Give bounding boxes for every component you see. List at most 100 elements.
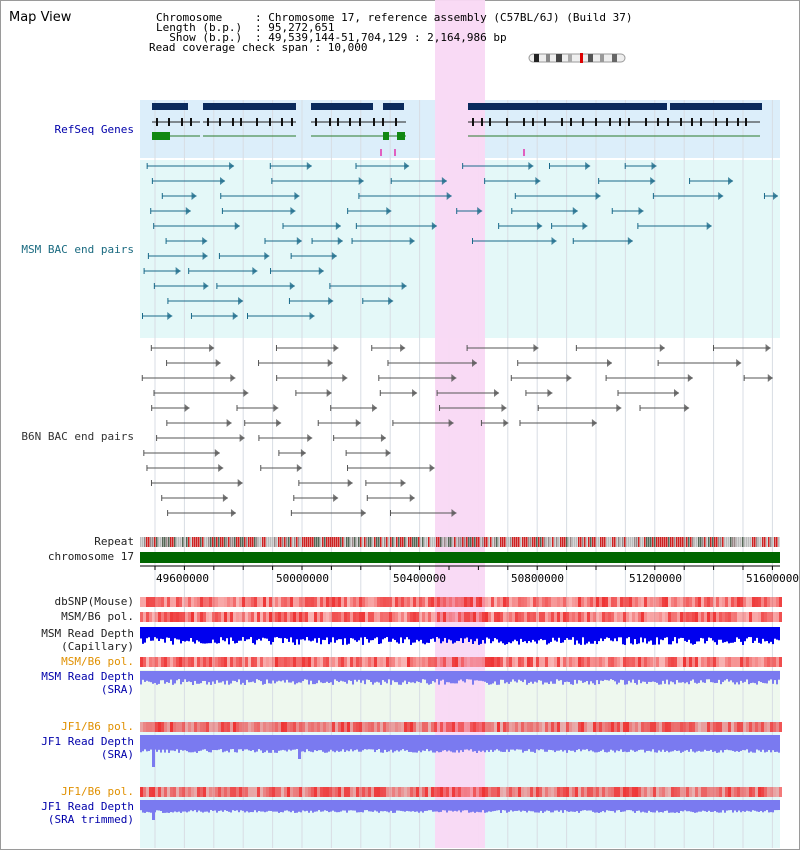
dbsnp-cell bbox=[572, 597, 575, 607]
jf1-depth-sra-bar bbox=[558, 735, 560, 751]
msm-depth-sra-bar bbox=[236, 671, 238, 683]
msm-b6-pol-2-cell bbox=[191, 657, 194, 667]
jf1-depth-sra-bar bbox=[460, 735, 462, 751]
repeat-segment bbox=[282, 537, 284, 547]
jf1-depth-trim-bar bbox=[500, 800, 502, 813]
msm-depth-cap-bar bbox=[482, 627, 484, 641]
msm-depth-cap-bar bbox=[448, 627, 450, 640]
msm-depth-cap-bar bbox=[624, 627, 626, 645]
jf1-depth-sra-bar bbox=[658, 735, 660, 751]
b6n-bac-pair-arrow bbox=[400, 344, 406, 352]
msm-b6-pol-cell bbox=[704, 612, 707, 622]
msm-depth-cap-bar bbox=[260, 627, 262, 641]
repeat-segment bbox=[524, 537, 526, 547]
msm-depth-cap-bar bbox=[646, 627, 648, 644]
repeat-segment bbox=[278, 537, 280, 547]
chromosome-ideogram[interactable] bbox=[528, 52, 628, 64]
jf1-depth-sra-bar bbox=[418, 735, 420, 751]
jf1-b6-pol-cell bbox=[704, 722, 707, 732]
dbsnp-cell bbox=[620, 597, 623, 607]
msm-b6-pol-cell bbox=[275, 612, 278, 622]
msm-depth-sra-bar bbox=[540, 671, 542, 681]
repeat-segment bbox=[412, 537, 414, 547]
msm-depth-cap-bar bbox=[688, 627, 690, 640]
msm-depth-cap-bar bbox=[196, 627, 198, 641]
repeat-segment bbox=[366, 537, 368, 547]
jf1-depth-trim-bar bbox=[246, 800, 248, 812]
jf1-b6-pol-cell bbox=[422, 722, 425, 732]
track-label-b6n-bac[interactable]: B6N BAC end pairs bbox=[21, 430, 134, 443]
dbsnp-cell bbox=[335, 597, 338, 607]
msm-b6-pol-2-cell bbox=[176, 657, 179, 667]
msm-b6-pol-2-cell bbox=[365, 657, 368, 667]
msm-b6-pol-cell bbox=[389, 612, 392, 622]
jf1-depth-sra-bar bbox=[186, 735, 188, 752]
jf1-b6-pol-2-cell bbox=[554, 787, 557, 797]
repeat-segment bbox=[650, 537, 652, 547]
msm-b6-pol-cell bbox=[674, 612, 677, 622]
msm-depth-sra-bar bbox=[736, 671, 738, 683]
msm-b6-pol-cell bbox=[512, 612, 515, 622]
dbsnp-cell bbox=[245, 597, 248, 607]
jf1-depth-trim-bar bbox=[288, 800, 290, 812]
track-label-msm-bac[interactable]: MSM BAC end pairs bbox=[21, 243, 134, 256]
jf1-depth-sra-bar bbox=[532, 735, 534, 752]
msm-bac-pair-arrow bbox=[728, 177, 734, 185]
repeat-segment bbox=[276, 537, 278, 547]
chromosome-value: : Chromosome 17, reference assembly (C57… bbox=[255, 11, 633, 24]
dbsnp-cell bbox=[608, 597, 611, 607]
msm-b6-pol-2-cell bbox=[323, 657, 326, 667]
msm-b6-pol-cell bbox=[620, 612, 623, 622]
refseq-gene-block bbox=[670, 103, 762, 110]
msm-depth-cap-bar bbox=[562, 627, 564, 643]
msm-depth-cap-bar bbox=[630, 627, 632, 644]
jf1-depth-sra-bar bbox=[492, 735, 494, 752]
msm-depth-sra-bar bbox=[216, 671, 218, 681]
msm-depth-cap-bar bbox=[594, 627, 596, 641]
repeat-segment bbox=[190, 537, 192, 547]
track-label-jf1-b6-pol: JF1/B6 pol. bbox=[61, 720, 134, 733]
jf1-depth-sra-bar bbox=[354, 735, 356, 751]
msm-depth-sra-bar bbox=[612, 671, 614, 681]
repeat-segment bbox=[586, 537, 588, 547]
jf1-b6-pol-2-cell bbox=[374, 787, 377, 797]
refseq-exon bbox=[156, 118, 158, 126]
msm-b6-pol-2-cell bbox=[428, 657, 431, 667]
msm-b6-pol-cell bbox=[188, 612, 191, 622]
jf1-depth-trim-bar bbox=[658, 800, 660, 813]
dbsnp-cell bbox=[668, 597, 671, 607]
jf1-depth-sra-bar bbox=[772, 735, 774, 751]
jf1-depth-trim-bar bbox=[388, 800, 390, 813]
dbsnp-cell bbox=[755, 597, 758, 607]
msm-depth-cap-bar bbox=[190, 627, 192, 638]
dbsnp-cell bbox=[719, 597, 722, 607]
msm-depth-sra-bar bbox=[162, 671, 164, 681]
msm-b6-pol-2-cell bbox=[752, 657, 755, 667]
jf1-depth-trim-bar bbox=[294, 800, 296, 813]
msm-depth-sra-bar bbox=[182, 671, 184, 682]
track-label-refseq[interactable]: RefSeq Genes bbox=[54, 123, 134, 136]
dbsnp-cell bbox=[575, 597, 578, 607]
msm-depth-sra-bar bbox=[712, 671, 714, 683]
repeat-segment bbox=[562, 537, 564, 547]
msm-depth-sra-bar bbox=[348, 671, 350, 681]
msm-depth-cap-bar bbox=[192, 627, 194, 642]
jf1-depth-trim-bar bbox=[312, 800, 314, 813]
msm-b6-pol-2-cell bbox=[221, 657, 224, 667]
dbsnp-cell bbox=[401, 597, 404, 607]
msm-depth-cap-bar bbox=[346, 627, 348, 645]
repeat-segment bbox=[430, 537, 432, 547]
jf1-depth-trim-bar bbox=[448, 800, 450, 811]
jf1-depth-sra-bar bbox=[246, 735, 248, 750]
msm-b6-pol-2-cell bbox=[197, 657, 200, 667]
dbsnp-cell bbox=[653, 597, 656, 607]
jf1-depth-trim-bar bbox=[268, 800, 270, 811]
dbsnp-cell bbox=[416, 597, 419, 607]
jf1-depth-sra-bar bbox=[764, 735, 766, 753]
jf1-depth-sra-bar bbox=[560, 735, 562, 750]
msm-b6-pol-cell bbox=[548, 612, 551, 622]
jf1-depth-sra-bar bbox=[204, 735, 206, 750]
msm-bac-pair-arrow bbox=[294, 192, 300, 200]
msm-depth-cap-bar bbox=[652, 627, 654, 645]
